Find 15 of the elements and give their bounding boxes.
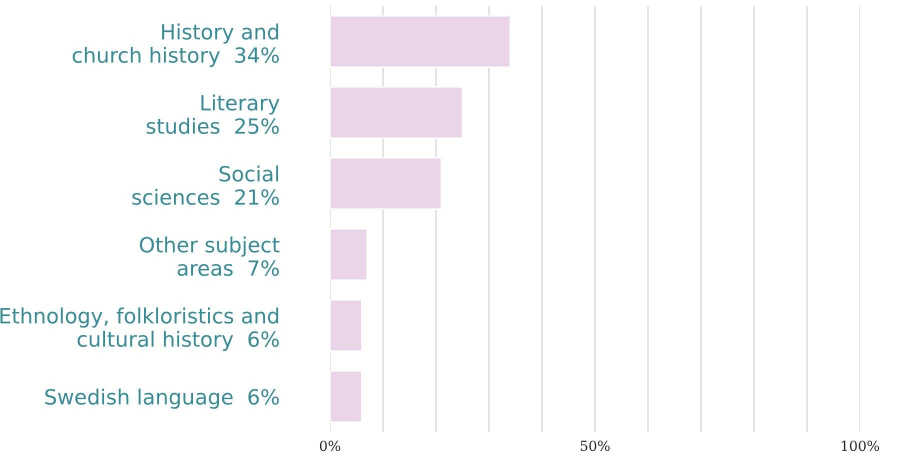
bar bbox=[330, 370, 362, 423]
x-tick-label: 100% bbox=[842, 440, 880, 452]
bar bbox=[330, 86, 464, 139]
category-label: Social sciences 21% bbox=[132, 166, 279, 205]
bar bbox=[330, 157, 442, 210]
bar bbox=[330, 299, 362, 352]
category-label: Ethnology, folkloristics and cultural history 6% bbox=[0, 308, 279, 351]
category-label: History and church history 34% bbox=[72, 24, 279, 67]
bar bbox=[330, 15, 511, 68]
bar bbox=[330, 228, 368, 281]
category-label: Other subject areas 7% bbox=[140, 236, 280, 276]
category-label: Swedish language 6% bbox=[45, 388, 279, 409]
category-label: Literary studies 25% bbox=[146, 94, 280, 134]
x-tick-label: 50% bbox=[580, 440, 610, 452]
x-tick-label: 0% bbox=[320, 440, 340, 452]
